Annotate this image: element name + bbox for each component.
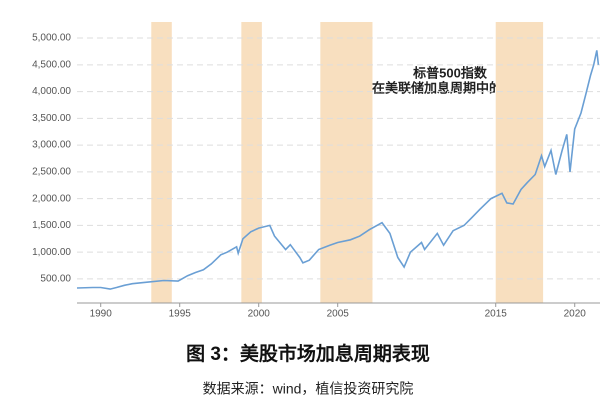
annotation: 标普500指数 [412,65,488,80]
x-tick-label: 2000 [248,309,271,320]
y-tick-label: 3,000.00 [32,140,71,151]
y-tick-label: 1,000.00 [32,247,71,258]
y-tick-label: 4,500.00 [32,59,71,70]
x-tick-label: 1995 [169,309,192,320]
y-tick-label: 3,500.00 [32,113,71,124]
x-tick-label: 2020 [564,309,587,320]
source: 数据来源：wind，植信投资研究院 [203,381,414,397]
y-tick-label: 4,000.00 [32,86,71,97]
y-tick-label: 5,000.00 [32,33,71,44]
x-tick-label: 2015 [485,309,508,320]
y-tick-label: 500.00 [40,274,71,285]
rate-hike-period [241,22,262,303]
y-tick-label: 1,500.00 [32,220,71,231]
x-tick-label: 2005 [327,309,350,320]
line [76,50,600,290]
x-tick-label: 1990 [90,309,113,320]
rate-hike-period [495,22,544,303]
rate-hike-period [320,22,373,303]
rate-hike-period [151,22,172,303]
y-tick-label: 2,500.00 [32,167,71,178]
y-tick-label: 2,000.00 [32,193,71,204]
caption: 图 3：美股市场加息周期表现 [186,342,430,365]
